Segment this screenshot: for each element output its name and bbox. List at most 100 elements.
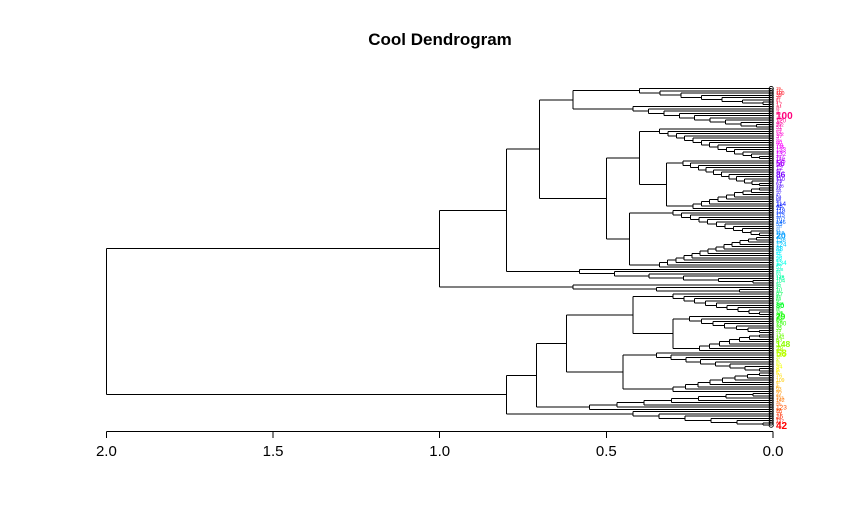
leaf-label: 148 <box>776 339 790 349</box>
leaf-label: 20 <box>776 231 786 241</box>
leaf-label: 142 <box>776 398 785 404</box>
leaf-label: 80 <box>776 141 782 147</box>
leaf-label: 141 <box>776 335 785 341</box>
leaf-label: 65 <box>776 360 780 364</box>
leaf-label: 63 <box>776 337 782 343</box>
leaf-label: 49 <box>776 235 781 240</box>
leaf-label: 90 <box>776 407 782 412</box>
leaf-label: 39 <box>776 93 782 99</box>
leaf-label: 83 <box>776 129 782 135</box>
leaf-label: 150 <box>776 321 787 328</box>
leaf-label: 125 <box>776 310 784 315</box>
leaf-label: 101 <box>776 353 786 359</box>
leaf-label: 86 <box>776 169 786 179</box>
leaf-label: 15 <box>776 262 781 267</box>
leaf-label: 70 <box>776 170 780 174</box>
leaf-label: 6 <box>776 339 780 346</box>
leaf-label: 36 <box>776 154 781 159</box>
leaf-label: 24 <box>776 365 783 371</box>
leaf-label: 59 <box>776 188 781 193</box>
leaf-label: 93 <box>776 387 782 393</box>
leaf-label: 78 <box>776 142 784 149</box>
leaf-label: 64 <box>776 258 782 264</box>
leaf-label: 30 <box>776 313 783 319</box>
leaf-label: 50 <box>776 111 781 116</box>
leaf-label: 79 <box>776 323 781 328</box>
leaf-label: 37 <box>776 134 783 140</box>
leaf-label: 34 <box>776 369 780 373</box>
x-axis-tick-label: 1.5 <box>263 443 284 460</box>
leaf-label: 89 <box>776 296 782 301</box>
leaf-label: 123 <box>776 404 787 411</box>
leaf-label: 31 <box>776 136 780 140</box>
leaf-label: 114 <box>776 201 787 208</box>
leaf-label: 75 <box>776 254 782 260</box>
leaf-label: 17 <box>776 102 782 108</box>
leaf-label: 27 <box>776 392 782 398</box>
leaf-label: 46 <box>776 168 782 173</box>
leaf-label: 42 <box>776 280 781 285</box>
leaf-label: 88 <box>776 246 784 253</box>
leaf-label: 14 <box>776 174 782 179</box>
leaf-label: 32 <box>776 283 782 288</box>
leaf-label: 56 <box>776 159 785 168</box>
leaf-label: 72 <box>776 186 782 191</box>
leaf-label: 22 <box>776 317 782 323</box>
leaf-label: 96 <box>776 256 782 262</box>
leaf-label: 82 <box>776 385 780 389</box>
leaf-label: 138 <box>776 238 787 244</box>
leaf-label: 98 <box>776 249 782 255</box>
leaf-label: 110 <box>776 177 785 183</box>
leaf-label: 35 <box>776 401 780 405</box>
leaf-markers <box>768 85 774 428</box>
leaf-label: 77 <box>776 412 782 418</box>
leaf-label: 9 <box>776 299 779 305</box>
leaf-label: 33 <box>776 326 782 332</box>
leaf-label: 147 <box>776 88 784 93</box>
leaf-label: 108 <box>776 267 784 272</box>
leaf-label: 7 <box>776 376 778 380</box>
leaf-label: 134 <box>776 260 787 267</box>
leaf-label: 92 <box>776 251 781 256</box>
leaf-label: 100 <box>776 91 785 97</box>
leaf-label: 67 <box>776 421 782 426</box>
leaf-label: 51 <box>776 125 782 131</box>
leaf-label: 55 <box>776 222 782 228</box>
leaf-label: 76 <box>776 374 782 380</box>
leaf-label: 124 <box>776 242 787 249</box>
leaf-label: 45 <box>776 121 783 127</box>
leaf-label: 26 <box>776 413 784 420</box>
leaf-label: 122 <box>776 131 784 136</box>
leaf-label: 12 <box>776 165 784 172</box>
leaf-label: 139 <box>776 149 784 154</box>
leaf-label: 41 <box>776 294 782 299</box>
leaf-label: 11 <box>776 109 780 113</box>
dendrogram-branches <box>105 88 771 426</box>
leaf-label: 87 <box>776 291 783 298</box>
leaf-label: 106 <box>776 139 782 143</box>
leaf-marker-circle-icon <box>768 422 774 428</box>
leaf-label: 62 <box>776 381 780 385</box>
leaf-label: 103 <box>776 396 784 401</box>
leaf-label: 113 <box>776 213 785 219</box>
leaf-label: 61 <box>776 181 782 187</box>
leaf-label: 121 <box>776 116 784 121</box>
leaf-label: 144 <box>776 210 784 215</box>
leaf-label: 127 <box>776 418 784 424</box>
x-axis-tick-label: 0.0 <box>763 443 784 460</box>
leaf-label: 10 <box>776 288 782 294</box>
leaf-label: 58 <box>776 348 787 359</box>
leaf-label: 52 <box>776 344 780 348</box>
leaf-label: 132 <box>776 151 787 158</box>
leaf-label: 140 <box>776 156 785 162</box>
leaf-marker-circle-icon <box>768 420 774 426</box>
leaf-label: 102 <box>776 122 784 127</box>
chart-title: Cool Dendrogram <box>368 30 512 49</box>
leaf-label: 112 <box>776 105 782 109</box>
leaf-label: 18 <box>776 216 780 220</box>
leaf-label: 43 <box>776 393 780 398</box>
leaf-label: 143 <box>776 301 784 306</box>
leaf-labels: 1914710039168131711294115010012112045102… <box>776 86 793 432</box>
leaf-label: 97 <box>776 362 782 367</box>
